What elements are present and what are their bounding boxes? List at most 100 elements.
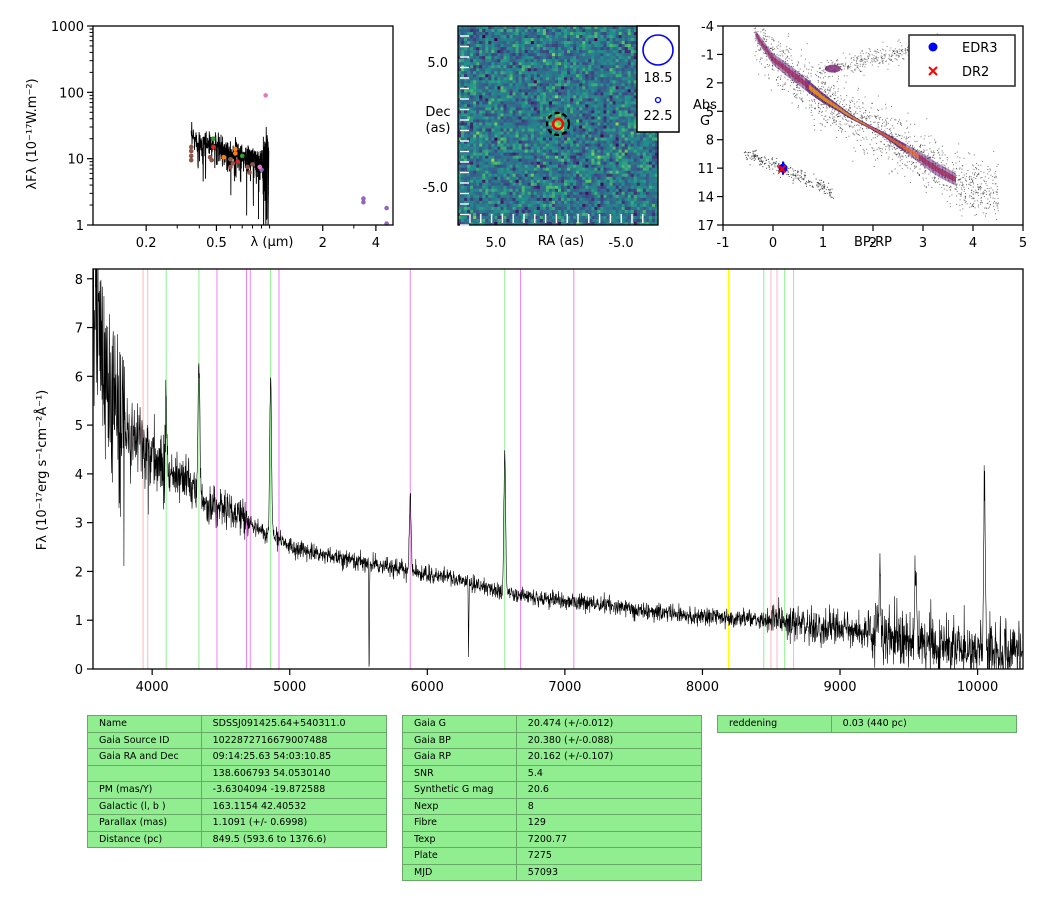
table-row: Plate 7275 — [402, 847, 703, 865]
table-key-cell: Synthetic G mag — [402, 781, 517, 799]
table-value-cell: 5.4 — [515, 764, 703, 782]
sed-xtick-label: 0.2 — [136, 236, 157, 251]
table-row: PM (mas/Y) -3.6304094 -19.872588 — [87, 781, 388, 799]
table-value-cell: -3.6304094 -19.872588 — [200, 781, 388, 799]
spectrum-ytick-label: 0 — [75, 663, 83, 678]
hrd-density-cloud — [743, 27, 999, 220]
extinction-table: reddening 0.03 (440 pc) — [717, 715, 1018, 733]
table-key-cell: SNR — [402, 764, 517, 782]
table-key-cell: Gaia RP — [402, 748, 517, 766]
image-ytick-label: -5.0 — [423, 181, 448, 196]
sed-point — [233, 151, 238, 156]
table-value-cell: SDSSJ091425.64+540311.0 — [200, 715, 388, 733]
table-row: Parallax (mas) 1.1091 (+/- 0.6998) — [87, 814, 388, 832]
spectrum-ytick-label: 4 — [75, 468, 83, 483]
table-value-cell: 849.5 (593.6 to 1376.6) — [200, 830, 388, 848]
image-legend-1: 22.5 — [644, 109, 673, 124]
hrd-ytick-label: 5 — [706, 105, 714, 120]
astrometry-table: Name SDSSJ091425.64+540311.0 Gaia Source I… — [87, 715, 388, 848]
sed-point — [188, 157, 194, 163]
table-row: Galactic (l, b ) 163.1154 42.40532 — [87, 797, 388, 815]
table-key-cell: Gaia G — [402, 715, 517, 733]
hrd-xtick-label: 4 — [969, 236, 977, 251]
table-row: Synthetic G mag 20.6 — [402, 781, 703, 799]
legend-edr3-marker-icon — [928, 42, 938, 52]
image-xtick-label: 5.0 — [486, 236, 507, 251]
table-row: Gaia G 20.474 (+/-0.012) — [402, 715, 703, 733]
hrd-ytick-label: 8 — [706, 134, 714, 149]
hrd-xlabel: BP-RP — [854, 235, 892, 250]
table-key-cell: Galactic (l, b ) — [87, 797, 202, 815]
table-value-cell: 129 — [515, 814, 703, 832]
hrd-legend-1: DR2 — [962, 65, 989, 80]
hrd-xtick-label: -1 — [717, 236, 730, 251]
sed-point — [228, 156, 233, 162]
table-key-cell: Texp — [402, 830, 517, 848]
table-value-cell: 7275 — [515, 847, 703, 865]
spectrum-ytick-label: 5 — [75, 419, 83, 434]
hrd-ytick-label: -4 — [701, 20, 714, 35]
table-key-cell: Distance (pc) — [87, 830, 202, 848]
table-value-cell: 20.380 (+/-0.088) — [515, 731, 703, 749]
sed-point — [361, 199, 366, 205]
hrd-ylabel-line2: G — [700, 114, 710, 129]
spectrum-xtick-label: 7000 — [548, 680, 581, 695]
table-value-cell: 163.1154 42.40532 — [200, 797, 388, 815]
sed-point — [209, 157, 214, 163]
table-key-cell: Nexp — [402, 797, 517, 815]
spectrum-ytick-label: 2 — [75, 565, 83, 580]
table-row: Gaia RP 20.162 (+/-0.107) — [402, 748, 703, 766]
table-key-cell: Plate — [402, 847, 517, 865]
sed-ylabel: λFλ (10⁻¹⁷W.m⁻²) — [25, 78, 40, 189]
hrd-xtick-label: 3 — [919, 236, 927, 251]
table-row: 138.606793 54.0530140 — [87, 764, 388, 782]
hrd-legend-box — [908, 34, 1016, 87]
sed-point — [384, 221, 389, 225]
hrd-xtick-label: 2 — [869, 236, 877, 251]
spectrum-xtick-label: 9000 — [823, 680, 856, 695]
image-pixels — [458, 26, 658, 225]
sed-point — [361, 196, 366, 201]
table-key-cell: reddening — [717, 715, 832, 733]
spectrum-xtick-label: 8000 — [686, 680, 719, 695]
table-value-cell: 8 — [515, 797, 703, 815]
table-key-cell: Gaia BP — [402, 731, 517, 749]
sed-point — [188, 153, 194, 159]
spectrum-ytick-label: 3 — [75, 517, 83, 532]
table-key-cell: Name — [87, 715, 202, 733]
table-value-cell: 20.6 — [515, 781, 703, 799]
sed-point — [188, 144, 194, 150]
sed-ytick-label: 1 — [76, 219, 84, 234]
sed-point — [210, 144, 216, 150]
image-ylabel-line2: (as) — [426, 121, 451, 136]
target-aperture-circle — [545, 111, 571, 137]
spectrum-ytick-label: 7 — [75, 322, 83, 337]
hrd-legend: EDR3 DR2 — [908, 34, 1016, 87]
sed-point — [257, 164, 263, 170]
table-value-cell: 138.606793 54.0530140 — [200, 764, 388, 782]
sed-ytick-label: 10 — [67, 153, 84, 168]
hrd-ytick-label: 14 — [697, 191, 714, 206]
sed-point — [221, 154, 227, 160]
photometry-table: Gaia G 20.474 (+/-0.012) Gaia BP 20.380 (+/… — [402, 715, 703, 881]
table-row: SNR 5.4 — [402, 764, 703, 782]
image-ylabel-line1: Dec — [425, 105, 450, 120]
spectrum-xtick-label: 5000 — [273, 680, 306, 695]
sed-point — [245, 164, 250, 170]
hrd-legend-0: EDR3 — [962, 41, 998, 56]
table-row: Gaia RA and Dec 09:14:25.63 54:03:10.85 — [87, 748, 388, 766]
legend-circle-large-icon — [642, 34, 674, 66]
hrd-xtick-label: 1 — [819, 236, 827, 251]
table-value-cell: 57093 — [515, 863, 703, 881]
sed-panel: 1 10 100 1000 0.2 0.5 2 4 λ (μm) λFλ (10⁻¹⁷W.m⁻… — [25, 20, 394, 251]
image-xlabel: RA (as) — [538, 234, 584, 249]
table-row: Nexp 8 — [402, 797, 703, 815]
image-legend-0: 18.5 — [644, 71, 673, 86]
sed-point — [235, 159, 241, 165]
sed-ytick-label: 1000 — [51, 20, 84, 35]
table-key-cell: Parallax (mas) — [87, 814, 202, 832]
spectrum-xtick-label: 6000 — [411, 680, 444, 695]
table-value-cell: 7200.77 — [515, 830, 703, 848]
sed-point — [239, 153, 245, 159]
image-legend: 18.5 22.5 — [636, 25, 680, 133]
